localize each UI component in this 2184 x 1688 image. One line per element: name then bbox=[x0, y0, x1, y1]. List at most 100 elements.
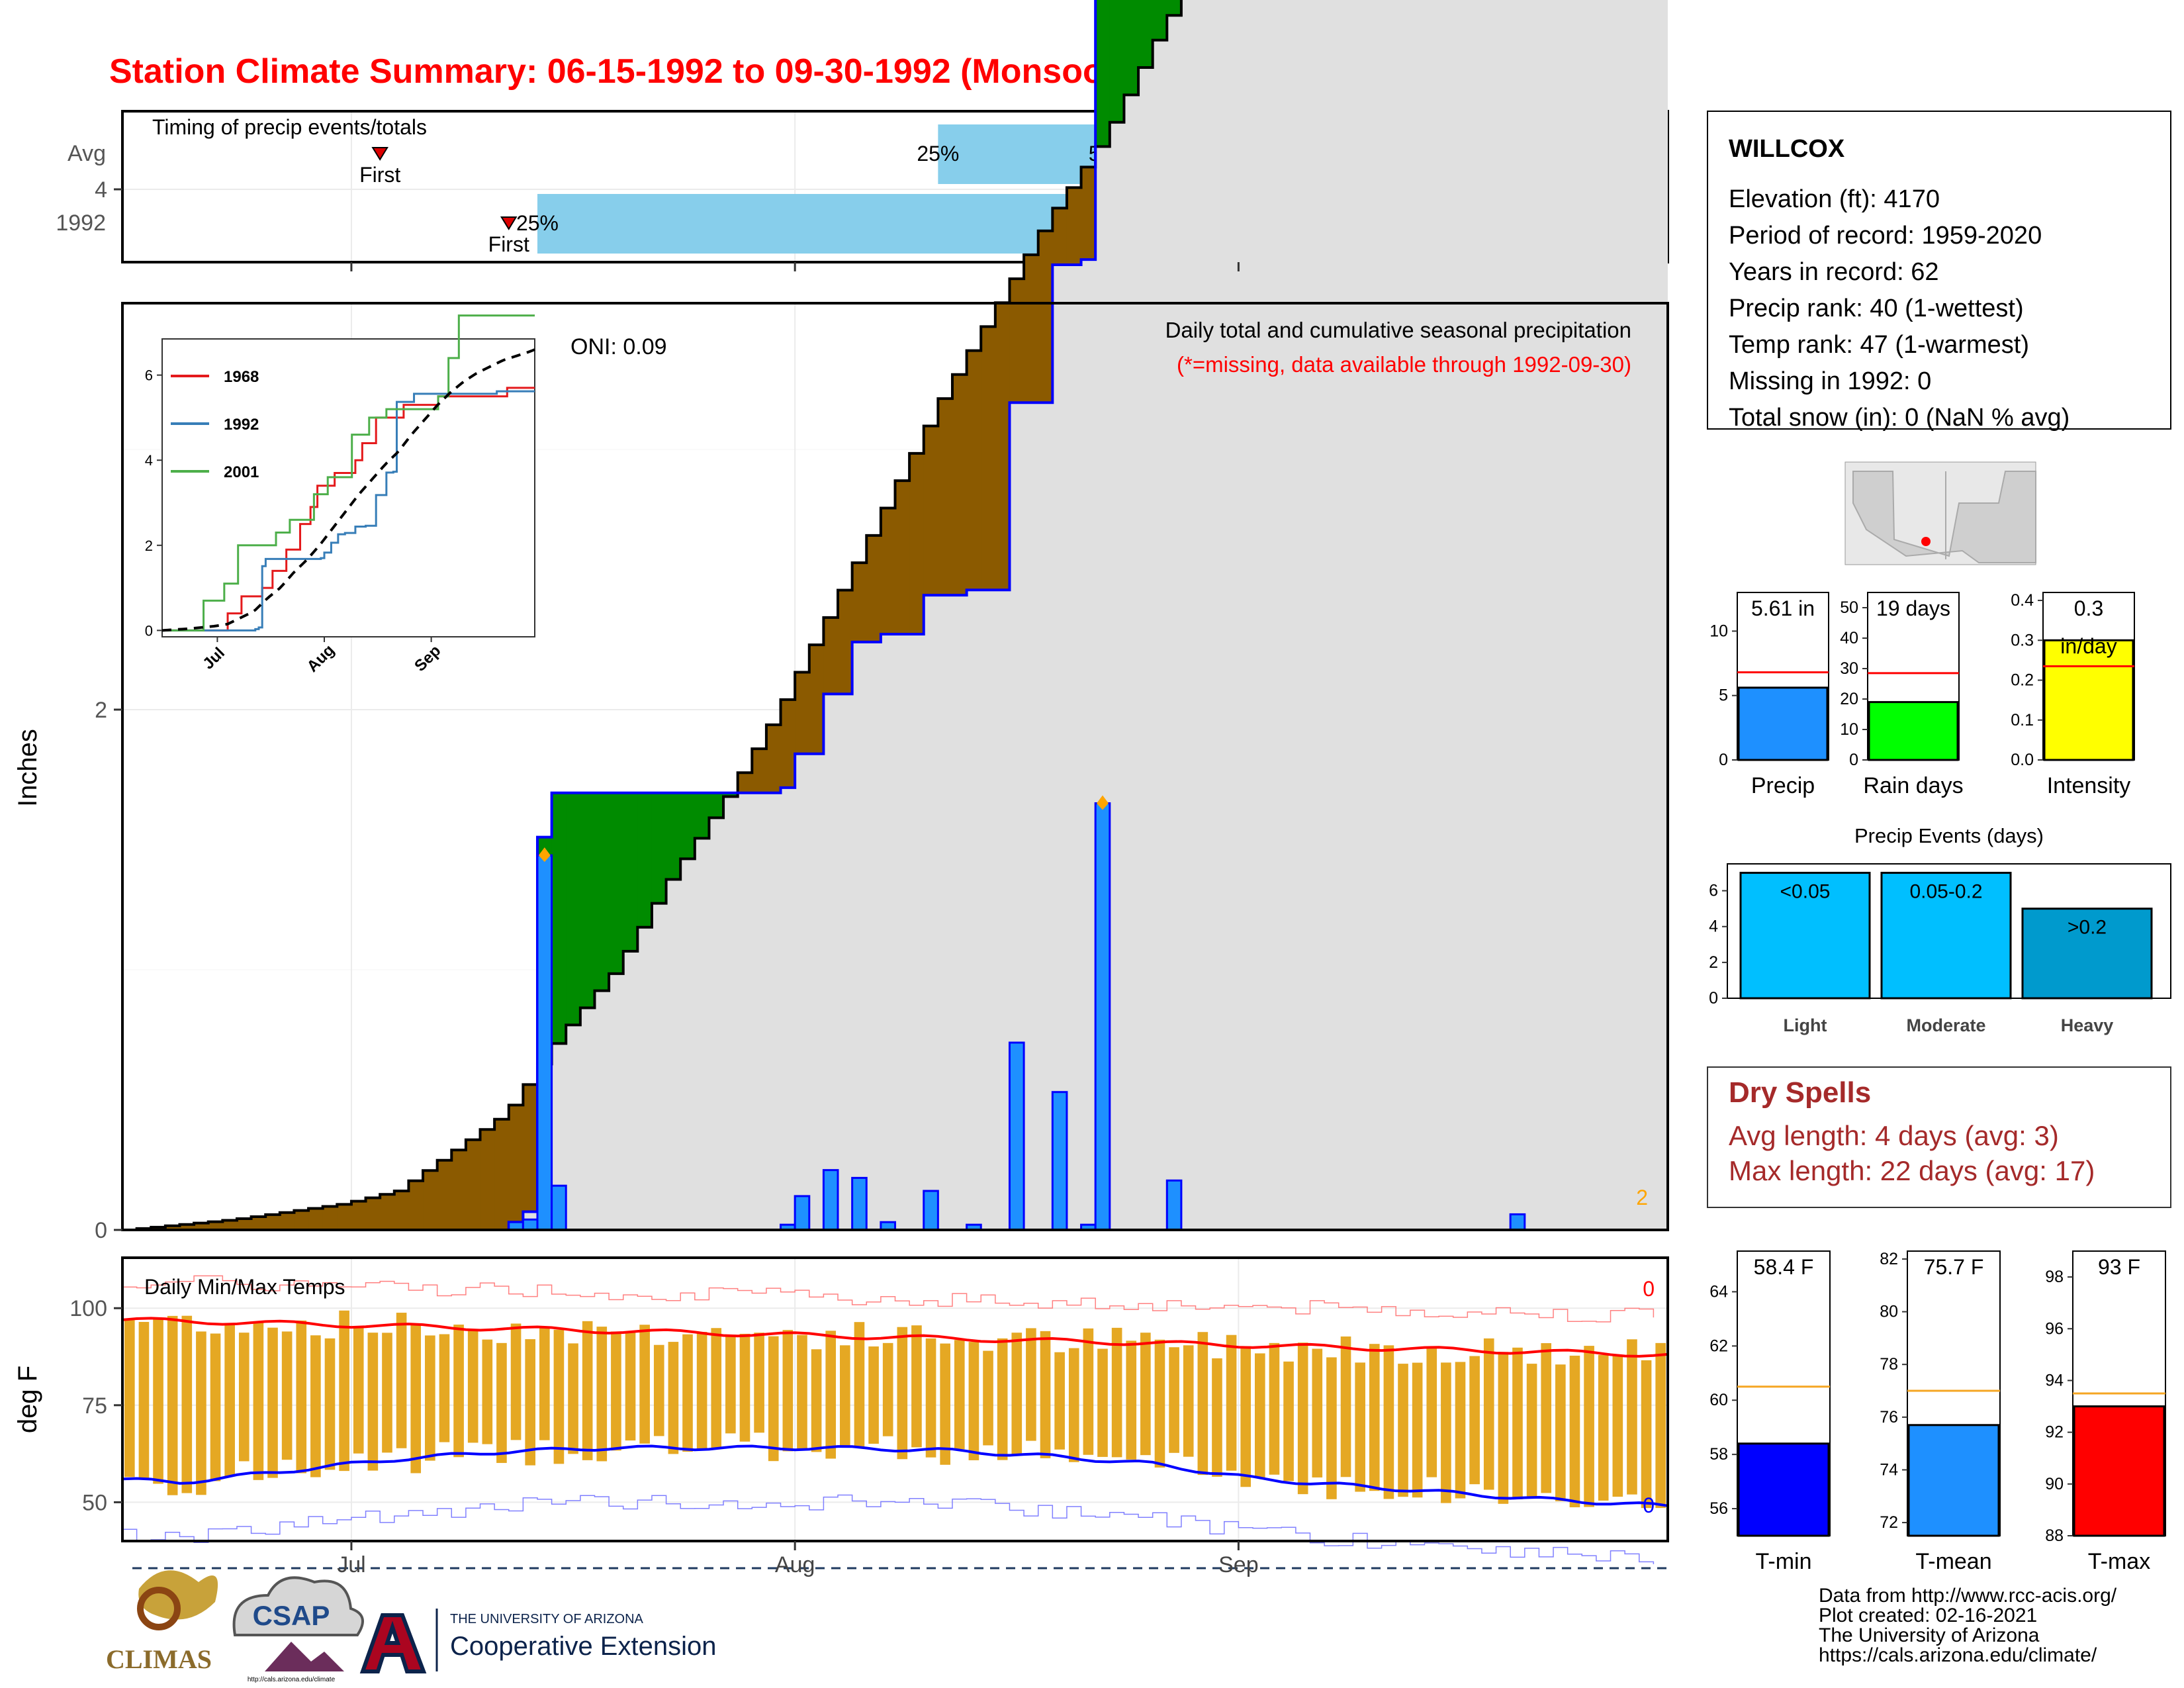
stat-raindays-tick-label: 40 bbox=[1840, 629, 1858, 647]
inset-line-1968 bbox=[162, 387, 535, 632]
above-avg-fill bbox=[651, 792, 667, 904]
below-avg-fill bbox=[236, 1219, 252, 1230]
timing-year-q25-label: 25% bbox=[516, 211, 559, 235]
daily-temp-bar bbox=[754, 1333, 764, 1433]
above-avg-fill bbox=[566, 792, 581, 1025]
station-line-period: Period of record: 1959-2020 bbox=[1729, 222, 2042, 250]
daily-temp-bar bbox=[1655, 1342, 1666, 1509]
below-avg-fill bbox=[365, 1197, 381, 1230]
below-avg-fill bbox=[880, 508, 896, 635]
below-avg-fill bbox=[1081, 167, 1096, 260]
above-avg-fill bbox=[680, 792, 696, 859]
daily-temp-bar bbox=[467, 1329, 478, 1443]
daily-temp-bar bbox=[339, 1310, 349, 1472]
events-bar-label: >0.2 bbox=[2068, 917, 2107, 939]
stat-intensity-tick-label: 0.3 bbox=[2011, 631, 2034, 649]
daily-temp-bar bbox=[553, 1329, 565, 1464]
daily-temp-bar bbox=[1498, 1352, 1509, 1504]
temp-y-label: deg F bbox=[13, 1366, 42, 1433]
stat-temp-mean-value: 75.7 F bbox=[1924, 1255, 1984, 1279]
events-tick-label: 0 bbox=[1709, 989, 1718, 1008]
timing-year-first-label: First bbox=[488, 232, 529, 256]
y-tick-label: 4 bbox=[95, 177, 107, 203]
footer-line-created: Plot created: 02-16-2021 bbox=[1819, 1605, 2037, 1626]
dry-avg-length: Avg length: 4 days (avg: 3) bbox=[1729, 1120, 2059, 1151]
daily-temp-bar bbox=[1455, 1362, 1466, 1499]
temp-label: Daily Min/Max Temps bbox=[144, 1275, 345, 1299]
stats-temp: 58.4 F 56 58 60 62 64 T-min 75.7 F 72 74 76 78 80 82 T… bbox=[1709, 1250, 2166, 1574]
below-avg-fill bbox=[194, 1223, 209, 1230]
above-avg-fill bbox=[623, 792, 638, 951]
above-avg-fill bbox=[580, 792, 596, 1008]
above-avg-fill bbox=[1167, 0, 1182, 16]
daily-temp-bar bbox=[668, 1342, 679, 1454]
stat-temp-mean-tick-label: 72 bbox=[1880, 1513, 1898, 1532]
x-tick-label: Aug bbox=[775, 1552, 815, 1577]
below-avg-fill bbox=[1038, 230, 1053, 403]
daily-temp-bar bbox=[1226, 1335, 1237, 1471]
precip-bars bbox=[508, 795, 1526, 1231]
daily-temp-bar bbox=[1369, 1344, 1380, 1491]
events-bar-light bbox=[1739, 872, 1871, 1000]
daily-temp-bar bbox=[1383, 1345, 1394, 1499]
daily-temp-bar bbox=[1412, 1362, 1423, 1498]
below-avg-fill bbox=[437, 1160, 452, 1230]
daily-temp-bar bbox=[1355, 1362, 1365, 1492]
climas-logo-mark bbox=[138, 1570, 218, 1620]
stat-precip-tick-label: 10 bbox=[1709, 622, 1728, 640]
stat-temp-mean-tick-label: 76 bbox=[1880, 1408, 1898, 1427]
daily-precip-bar bbox=[1165, 1179, 1183, 1231]
temp-panel: Daily Min/Max Temps 0 0 50 75 100 deg F bbox=[13, 1256, 1669, 1570]
daily-temp-bar bbox=[310, 1335, 321, 1477]
stat-intensity-tick-label: 0.4 bbox=[2011, 591, 2034, 610]
below-avg-fill bbox=[752, 749, 767, 793]
events-chart: 0 2 4 6 <0.05 Light 0.05-0.2 Moderate >0.2 Heavy bbox=[1709, 863, 2171, 1035]
precip-legend-title: Daily total and cumulative seasonal prec… bbox=[1165, 318, 1631, 342]
daily-temp-bar bbox=[1612, 1355, 1623, 1497]
below-avg-fill bbox=[838, 590, 853, 694]
avg-cum-line bbox=[122, 0, 1183, 1231]
below-avg-fill bbox=[737, 773, 752, 793]
daily-precip-bar bbox=[923, 1190, 939, 1231]
missing-count: 2 bbox=[1636, 1186, 1648, 1209]
daily-temp-bar bbox=[782, 1330, 794, 1452]
below-avg-fill bbox=[952, 374, 968, 596]
daily-temp-bar bbox=[739, 1333, 751, 1442]
stat-precip: 5.61 in 0 5 10 Precip bbox=[1709, 592, 1829, 798]
below-avg-fill bbox=[151, 1227, 166, 1230]
daily-temp-bar bbox=[539, 1328, 550, 1440]
stat-raindays: 19 days 0 10 20 30 40 50 Rain days bbox=[1840, 592, 1964, 798]
station-line-snow: Total snow (in): 0 (NaN % avg) bbox=[1729, 404, 2070, 432]
above-avg-fill bbox=[1109, 0, 1125, 122]
stat-temp-min: 58.4 F 56 58 60 62 64 T-min bbox=[1709, 1250, 1831, 1574]
daily-precip-bar bbox=[522, 1218, 539, 1231]
stat-temp-mean-tick-label: 78 bbox=[1880, 1355, 1898, 1374]
daily-temp-bar bbox=[1097, 1348, 1108, 1457]
daily-temp-bar bbox=[453, 1325, 464, 1458]
station-box: WILLCOX Elevation (ft): 4170 Period of r… bbox=[1707, 111, 2171, 432]
climas-logo-text: CLIMAS bbox=[106, 1644, 212, 1674]
stats-top: 5.61 in 0 5 10 Precip 19 days 0 10 20 30 40 50 Rain … bbox=[1709, 591, 2135, 798]
daily-precip-bar bbox=[822, 1169, 839, 1231]
above-avg-fill bbox=[1095, 0, 1111, 147]
inset-legend-label: 1968 bbox=[224, 368, 259, 386]
daily-temp-bar bbox=[582, 1321, 593, 1460]
above-avg-fill bbox=[594, 792, 610, 991]
timing-avg-first-label: First bbox=[359, 163, 400, 187]
stat-precip-bar bbox=[1737, 686, 1829, 761]
daily-precip-bar bbox=[551, 1184, 567, 1231]
daily-temp-bar bbox=[153, 1317, 163, 1484]
stat-raindays-value: 19 days bbox=[1876, 596, 1950, 620]
below-avg-fill bbox=[423, 1170, 438, 1230]
below-avg-fill bbox=[780, 699, 796, 788]
daily-precip-bar bbox=[851, 1176, 868, 1231]
daily-temp-bar bbox=[1297, 1342, 1308, 1495]
daily-temp-bar bbox=[1627, 1339, 1637, 1495]
daily-temp-bar bbox=[439, 1334, 450, 1442]
precip-areas bbox=[122, 0, 1668, 1231]
station-frame bbox=[1707, 111, 2171, 430]
timing-row-year: 1992 bbox=[56, 211, 106, 236]
daily-temp-bar bbox=[854, 1322, 865, 1448]
daily-temp-bar bbox=[1183, 1345, 1194, 1457]
